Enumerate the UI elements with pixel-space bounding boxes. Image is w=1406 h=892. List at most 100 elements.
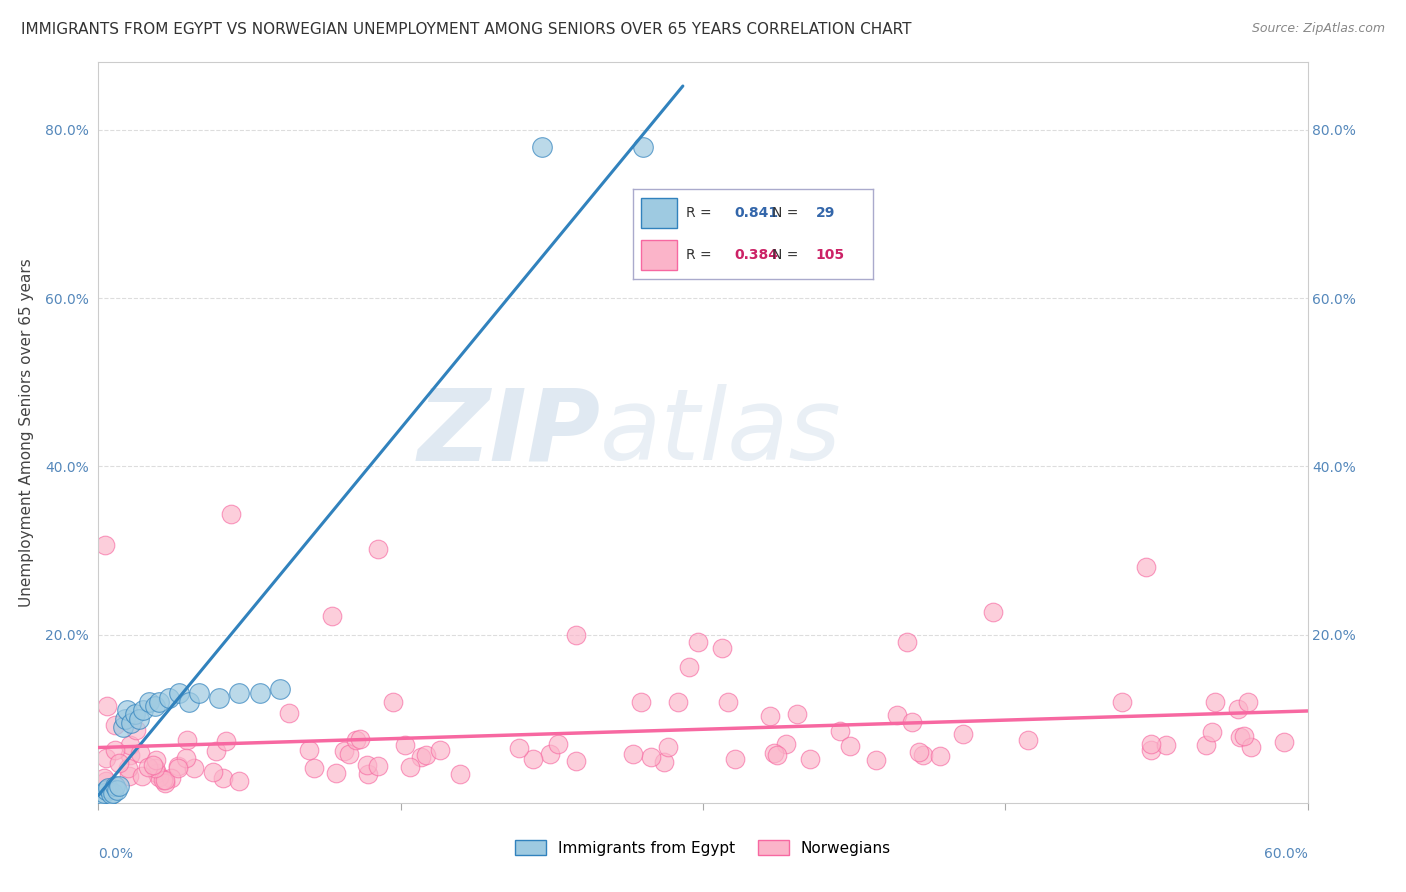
Point	[96, 783, 118, 797]
Point	[766, 747, 789, 762]
Point	[547, 737, 569, 751]
Point	[108, 756, 131, 771]
Point	[1236, 695, 1258, 709]
Point	[1272, 735, 1295, 749]
Text: R =: R =	[686, 206, 716, 219]
Point	[302, 761, 325, 775]
Text: atlas: atlas	[600, 384, 842, 481]
Text: N =: N =	[772, 248, 803, 261]
Point	[94, 751, 117, 765]
Point	[143, 762, 166, 776]
Point	[153, 776, 176, 790]
Text: R =: R =	[686, 248, 716, 261]
Point	[711, 641, 734, 656]
Point	[1240, 740, 1263, 755]
Point	[1017, 733, 1039, 747]
Point	[91, 788, 114, 802]
Point	[1233, 729, 1256, 743]
Point	[100, 788, 122, 802]
Point	[409, 749, 432, 764]
Point	[449, 766, 471, 780]
Point	[146, 766, 169, 780]
Point	[678, 659, 700, 673]
Point	[929, 749, 952, 764]
Point	[132, 703, 155, 717]
Point	[115, 703, 138, 717]
Point	[717, 695, 740, 709]
Point	[1226, 702, 1249, 716]
Point	[1111, 695, 1133, 709]
Point	[786, 706, 808, 721]
Point	[1135, 559, 1157, 574]
Point	[94, 539, 117, 553]
Point	[152, 773, 174, 788]
Point	[763, 746, 786, 760]
Point	[128, 746, 150, 760]
Point	[124, 707, 146, 722]
Point	[174, 751, 197, 765]
Bar	[641, 240, 676, 269]
Bar	[641, 198, 676, 227]
Text: ZIP: ZIP	[418, 384, 600, 481]
Point	[160, 771, 183, 785]
Point	[356, 757, 378, 772]
Point	[666, 695, 689, 709]
Point	[530, 139, 553, 153]
Point	[176, 733, 198, 747]
Point	[429, 742, 451, 756]
Point	[142, 757, 165, 772]
Point	[96, 774, 118, 789]
Point	[201, 765, 224, 780]
Point	[896, 635, 918, 649]
Point	[219, 507, 242, 521]
Point	[908, 745, 931, 759]
Point	[148, 771, 170, 785]
Point	[1154, 739, 1177, 753]
Point	[538, 747, 561, 761]
Point	[344, 733, 367, 747]
Point	[799, 752, 821, 766]
Point	[118, 738, 141, 752]
Point	[367, 542, 389, 557]
Point	[565, 628, 588, 642]
Legend: Immigrants from Egypt, Norwegians: Immigrants from Egypt, Norwegians	[509, 834, 897, 862]
Text: N =: N =	[772, 206, 803, 219]
Point	[688, 635, 710, 649]
Point	[138, 695, 160, 709]
Point	[125, 723, 148, 737]
Point	[97, 780, 120, 795]
Point	[1201, 725, 1223, 739]
Point	[333, 744, 356, 758]
Point	[118, 747, 141, 762]
Point	[381, 695, 404, 709]
Point	[349, 731, 371, 746]
Point	[155, 773, 177, 788]
Point	[277, 706, 299, 720]
Point	[111, 720, 134, 734]
Point	[117, 761, 139, 775]
Point	[105, 783, 128, 797]
Point	[145, 753, 167, 767]
Point	[167, 758, 190, 772]
Point	[204, 744, 226, 758]
Point	[724, 752, 747, 766]
Point	[657, 739, 679, 754]
Point	[325, 766, 347, 780]
Point	[640, 749, 662, 764]
Point	[1195, 738, 1218, 752]
Point	[630, 695, 652, 709]
Point	[157, 690, 180, 705]
Point	[167, 761, 190, 775]
Point	[1139, 738, 1161, 752]
Point	[775, 737, 797, 751]
Point	[865, 753, 887, 767]
Point	[131, 769, 153, 783]
Point	[228, 774, 250, 789]
Point	[96, 699, 118, 714]
Point	[215, 733, 238, 747]
Point	[101, 786, 124, 800]
Point	[830, 723, 852, 738]
Point	[179, 695, 201, 709]
Point	[1204, 695, 1226, 709]
Point	[758, 708, 780, 723]
